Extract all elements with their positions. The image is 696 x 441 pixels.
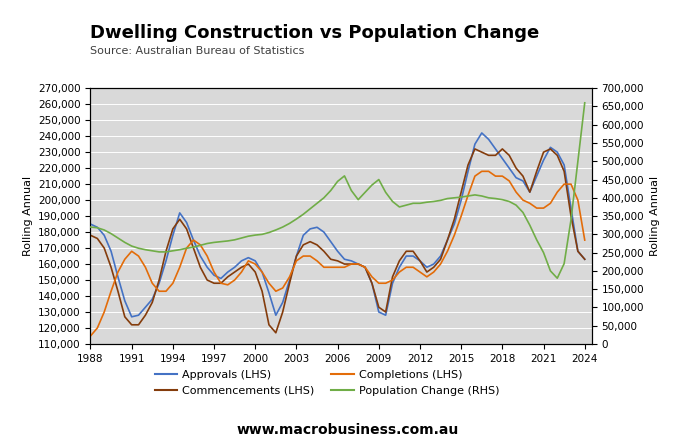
Y-axis label: Rolling Annual: Rolling Annual xyxy=(649,176,660,256)
Y-axis label: Rolling Annual: Rolling Annual xyxy=(22,176,33,256)
Text: www.macrobusiness.com.au: www.macrobusiness.com.au xyxy=(237,422,459,437)
Text: Source: Australian Bureau of Statistics: Source: Australian Bureau of Statistics xyxy=(90,46,305,56)
Text: MACRO
BUSINESS: MACRO BUSINESS xyxy=(574,26,651,57)
Legend: Approvals (LHS), Commencements (LHS), Completions (LHS), Population Change (RHS): Approvals (LHS), Commencements (LHS), Co… xyxy=(150,366,504,400)
Text: Dwelling Construction vs Population Change: Dwelling Construction vs Population Chan… xyxy=(90,24,539,42)
